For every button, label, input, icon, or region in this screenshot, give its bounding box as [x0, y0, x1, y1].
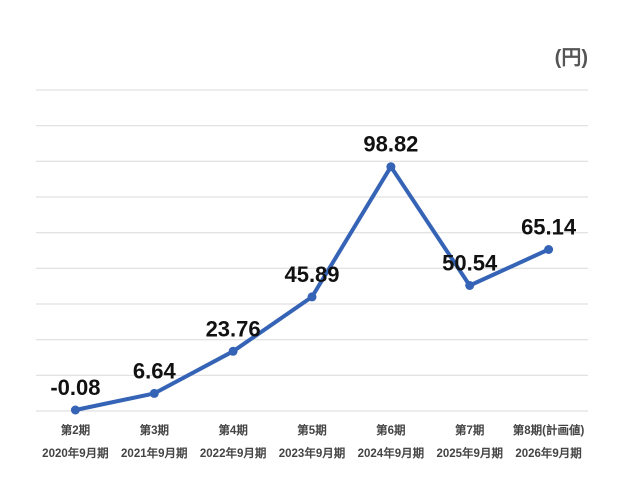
data-point — [70, 405, 80, 415]
x-tick-label-period: 第3期 — [140, 423, 169, 437]
data-point — [386, 162, 396, 172]
x-tick-label-fiscal-year: 2024年9月期 — [358, 446, 424, 460]
x-tick-label-period: 第6期 — [376, 423, 405, 437]
data-label: 50.54 — [442, 251, 498, 276]
x-axis-labels: 第2期 2020年9月期 第3期 2021年9月期 第4期 2022年9月期 第5期 2023… — [42, 423, 584, 460]
data-point — [307, 292, 317, 302]
data-label: 6.64 — [133, 358, 177, 383]
x-tick-label-period: 第5期 — [297, 423, 326, 437]
data-labels: -0.08 6.64 23.76 45.89 98.82 50.54 65.14 — [50, 132, 577, 400]
x-tick-label-period: 第7期 — [455, 423, 484, 437]
x-tick-label-fiscal-year: 2026年9月期 — [515, 446, 581, 460]
data-label: 65.14 — [521, 215, 577, 240]
x-tick-label-fiscal-year: 2025年9月期 — [436, 446, 502, 460]
x-tick-label-period: 第4期 — [218, 423, 247, 437]
data-label: -0.08 — [50, 375, 100, 400]
data-label: 98.82 — [363, 132, 418, 157]
data-label: 23.76 — [206, 316, 261, 341]
x-tick-label-fiscal-year: 2023年9月期 — [279, 446, 345, 460]
data-label: 45.89 — [284, 262, 339, 287]
data-points — [70, 162, 554, 415]
data-point — [149, 388, 159, 398]
data-point — [228, 346, 238, 356]
x-tick-label-fiscal-year: 2021年9月期 — [121, 446, 187, 460]
x-tick-label-fiscal-year: 2022年9月期 — [200, 446, 266, 460]
data-point — [465, 281, 475, 290]
x-tick-label-fiscal-year: 2020年9月期 — [42, 446, 108, 460]
x-tick-label-period: 第8期(計画値) — [513, 423, 585, 437]
data-point — [544, 245, 554, 254]
gridlines — [36, 89, 588, 412]
x-tick-label-period: 第2期 — [61, 423, 90, 437]
unit-label: (円) — [555, 47, 588, 69]
